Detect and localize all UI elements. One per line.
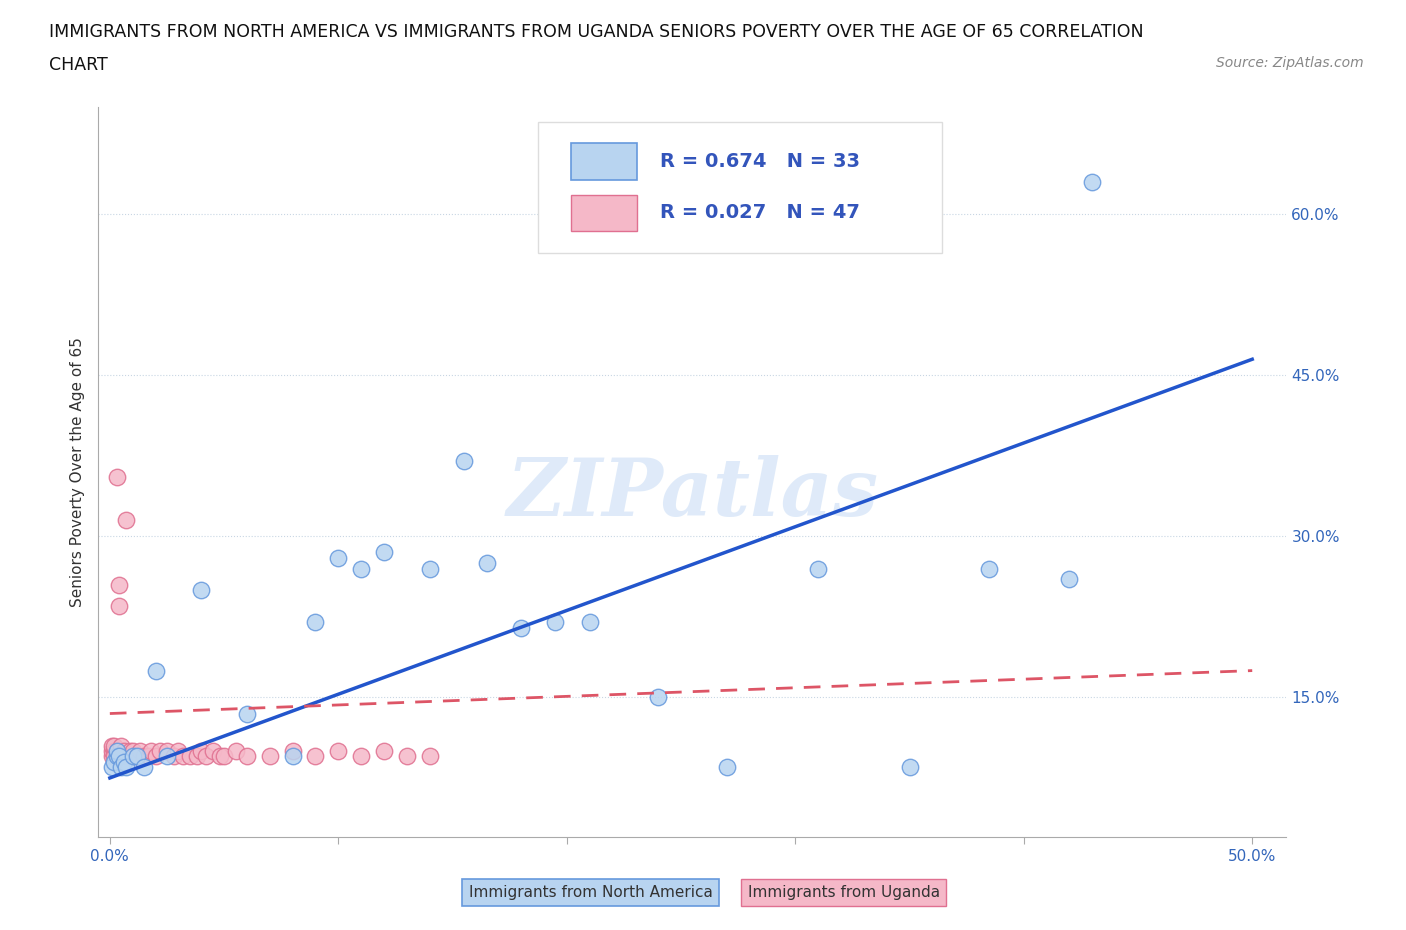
Text: ZIPatlas: ZIPatlas: [506, 455, 879, 533]
Point: [156, 749, 179, 764]
Point: [108, 599, 131, 614]
Point: [281, 744, 304, 759]
Point: [101, 749, 124, 764]
Point: [145, 663, 167, 678]
Point: [110, 744, 132, 759]
Point: [108, 749, 131, 764]
Point: [163, 749, 186, 764]
Text: Immigrants from North America: Immigrants from North America: [468, 885, 713, 900]
Point: [132, 749, 156, 764]
Point: [328, 744, 350, 759]
FancyBboxPatch shape: [571, 143, 637, 180]
Point: [236, 749, 259, 764]
Point: [179, 749, 201, 764]
Point: [139, 744, 162, 759]
Point: [121, 749, 143, 764]
Point: [115, 512, 138, 527]
Point: [120, 744, 142, 759]
Point: [1059, 572, 1081, 587]
Point: [1081, 175, 1104, 190]
Point: [121, 749, 143, 764]
Point: [510, 620, 533, 635]
Point: [112, 754, 135, 769]
Point: [419, 561, 441, 576]
Point: [194, 749, 217, 764]
Point: [350, 749, 373, 764]
Point: [101, 760, 124, 775]
Point: [225, 744, 247, 759]
Text: R = 0.027   N = 47: R = 0.027 N = 47: [661, 204, 860, 222]
Point: [115, 760, 138, 775]
Point: [172, 749, 194, 764]
Point: [110, 738, 132, 753]
Point: [259, 749, 281, 764]
Point: [108, 578, 131, 592]
Point: [105, 744, 128, 759]
Point: [149, 744, 172, 759]
Point: [453, 454, 475, 469]
Point: [898, 760, 921, 775]
Point: [103, 744, 125, 759]
Point: [121, 744, 143, 759]
Text: R = 0.674   N = 33: R = 0.674 N = 33: [661, 153, 860, 171]
Point: [167, 744, 190, 759]
Point: [716, 760, 738, 775]
Point: [304, 615, 326, 630]
Point: [105, 744, 128, 759]
Point: [350, 561, 373, 576]
Point: [212, 749, 235, 764]
Point: [101, 744, 124, 759]
Point: [544, 615, 567, 630]
Point: [128, 744, 150, 759]
Y-axis label: Seniors Poverty Over the Age of 65: Seniors Poverty Over the Age of 65: [69, 337, 84, 607]
Point: [373, 545, 395, 560]
Point: [101, 738, 124, 753]
Point: [475, 556, 498, 571]
Point: [103, 749, 125, 764]
Point: [807, 561, 830, 576]
Point: [201, 744, 224, 759]
Text: IMMIGRANTS FROM NORTH AMERICA VS IMMIGRANTS FROM UGANDA SENIORS POVERTY OVER THE: IMMIGRANTS FROM NORTH AMERICA VS IMMIGRA…: [49, 23, 1144, 41]
Point: [103, 738, 125, 753]
Point: [186, 749, 208, 764]
Point: [578, 615, 600, 630]
Point: [138, 749, 160, 764]
Point: [281, 749, 304, 764]
Point: [304, 749, 326, 764]
Point: [145, 749, 167, 764]
Point: [419, 749, 441, 764]
Point: [103, 754, 125, 769]
Text: Immigrants from Uganda: Immigrants from Uganda: [748, 885, 939, 900]
Point: [979, 561, 1001, 576]
Point: [328, 551, 350, 565]
Point: [156, 744, 179, 759]
Point: [105, 749, 128, 764]
Point: [236, 706, 259, 721]
Point: [190, 744, 212, 759]
Point: [208, 749, 231, 764]
FancyBboxPatch shape: [538, 122, 942, 253]
Point: [373, 744, 395, 759]
Point: [127, 749, 149, 764]
Point: [110, 760, 132, 775]
Text: CHART: CHART: [49, 56, 108, 73]
Point: [395, 749, 418, 764]
Point: [112, 744, 135, 759]
Point: [105, 470, 128, 485]
Point: [190, 582, 212, 597]
Point: [127, 749, 149, 764]
Point: [647, 690, 669, 705]
Point: [132, 760, 156, 775]
Text: Source: ZipAtlas.com: Source: ZipAtlas.com: [1216, 56, 1364, 70]
FancyBboxPatch shape: [571, 194, 637, 231]
Point: [117, 749, 139, 764]
Point: [105, 749, 128, 764]
